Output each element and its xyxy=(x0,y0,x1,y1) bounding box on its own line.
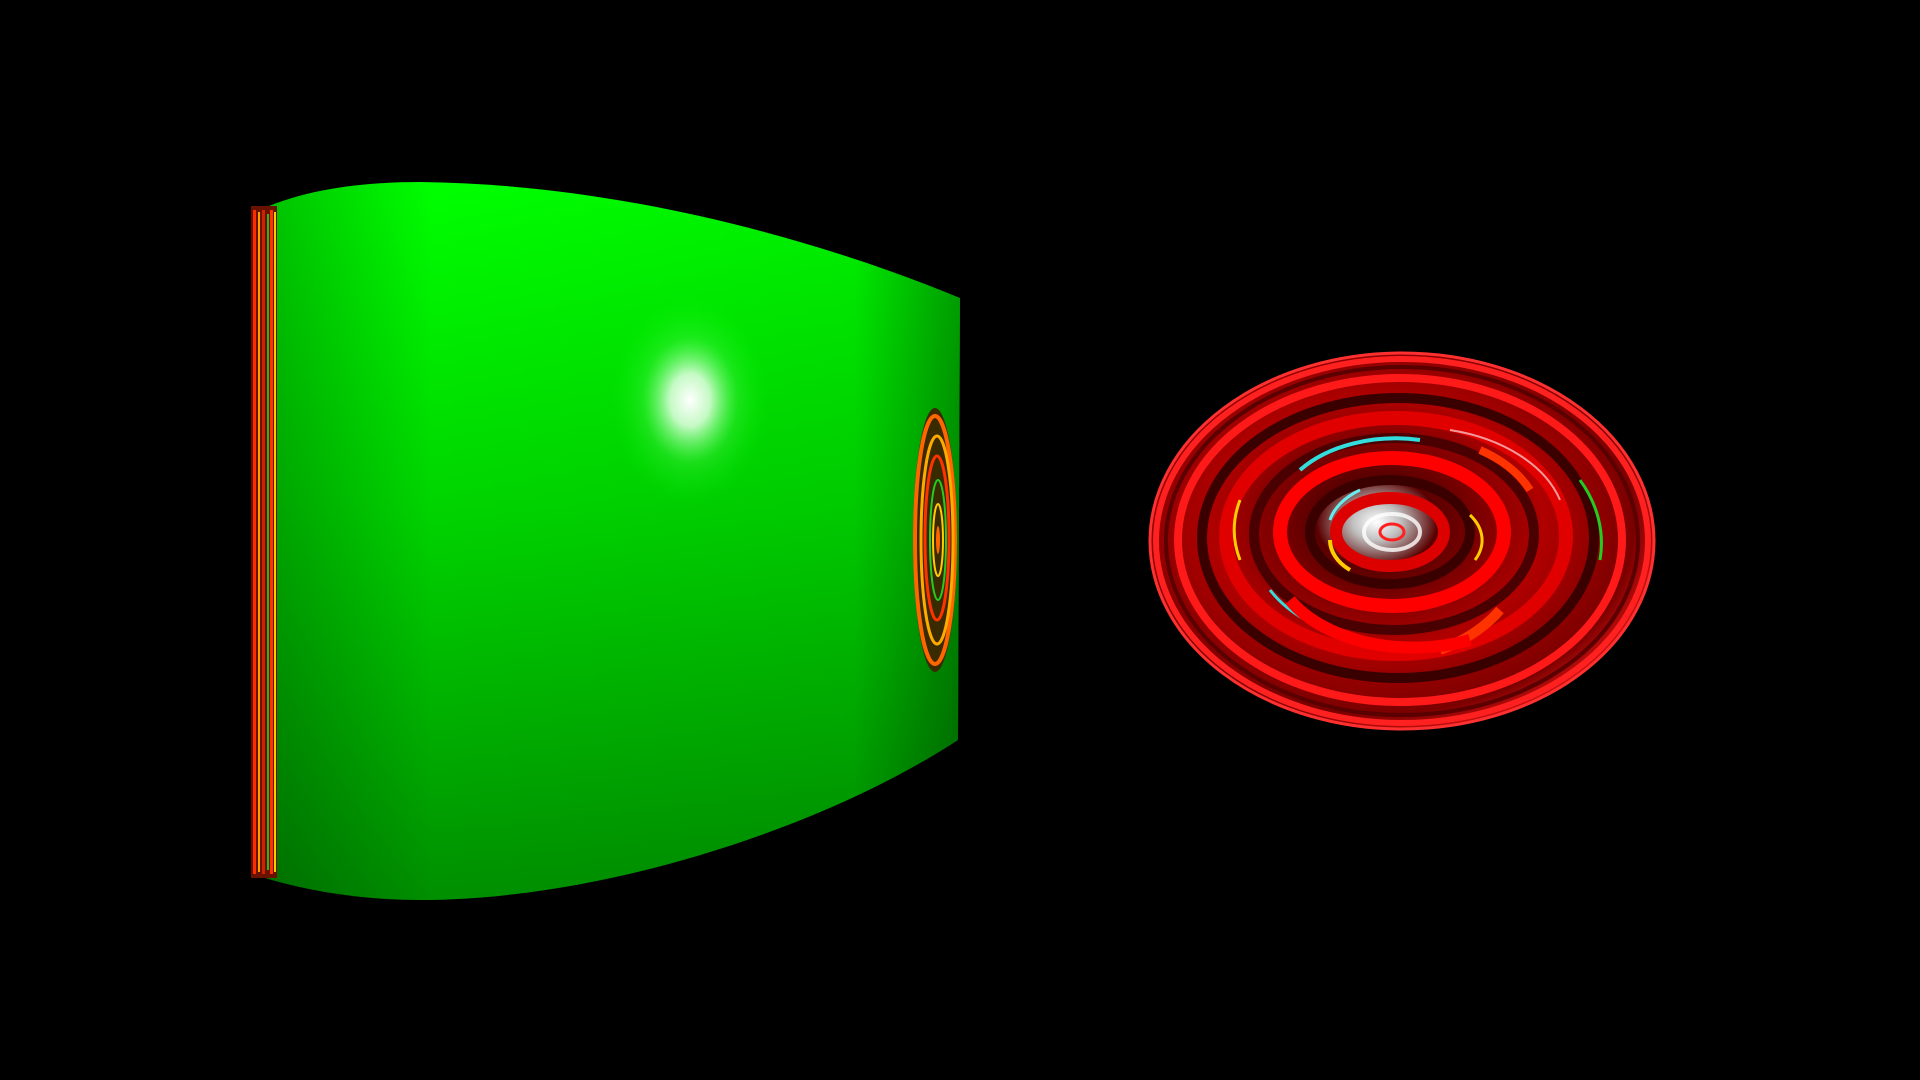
cylinder-object xyxy=(251,182,960,900)
cylinder-edge-left xyxy=(251,206,277,878)
disc-rings xyxy=(1153,356,1651,726)
cylinder-edge-right-pattern xyxy=(913,408,957,672)
cylinder-specular-highlight xyxy=(610,295,770,505)
disc-object xyxy=(1148,351,1656,731)
